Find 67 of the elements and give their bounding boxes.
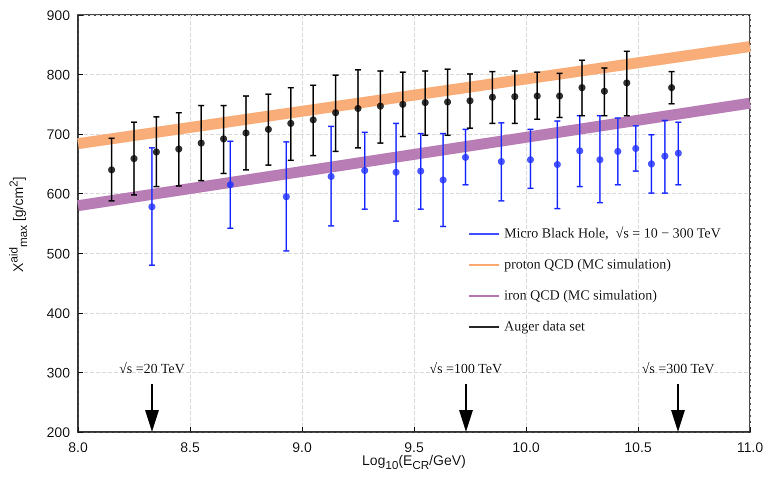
point [488, 94, 496, 101]
point [361, 166, 368, 174]
x-tick-label: 8.5 [180, 439, 200, 455]
annotation: √s =100 TeV [429, 362, 502, 378]
point [668, 84, 676, 92]
x-tick-label: 8.0 [68, 439, 88, 455]
point [392, 168, 400, 176]
point [264, 126, 272, 133]
y-tick-label: 400 [46, 304, 70, 321]
point [526, 156, 534, 164]
point [148, 203, 156, 210]
point [444, 98, 452, 106]
annotation: √s =300 TeV [642, 362, 714, 378]
point [462, 154, 470, 161]
point [422, 99, 429, 106]
point [328, 172, 335, 180]
point [614, 148, 622, 155]
point [674, 150, 682, 157]
x-tick-label: 10.0 [512, 439, 540, 455]
point [600, 88, 608, 95]
y-tick-label: 700 [46, 126, 70, 142]
point [354, 105, 362, 112]
point [376, 102, 384, 110]
y-tick-label: 200 [46, 424, 70, 440]
legend-label: Micro Black Hole, √s = 10 − 300 TeV [504, 226, 721, 242]
legend-label: iron QCD (MC simulation) [504, 288, 658, 304]
point [440, 176, 447, 184]
point [556, 92, 564, 100]
y-tick-label: 800 [46, 66, 70, 83]
point [466, 97, 474, 104]
point [220, 135, 228, 142]
point [596, 156, 604, 164]
legend-label: proton QCD (MC simulation) [504, 258, 672, 272]
y-tick-label: 300 [46, 364, 70, 380]
point [226, 181, 234, 188]
legend-label: Auger data set [504, 320, 586, 334]
x-tick-label: 9.0 [292, 439, 312, 455]
point [242, 129, 250, 136]
point [511, 93, 518, 100]
point [310, 116, 317, 124]
x-tick-label: 10.5 [624, 439, 652, 455]
annotation: √s =20 TeV [119, 362, 185, 378]
point [152, 148, 160, 156]
point [287, 120, 294, 127]
point [282, 193, 290, 200]
point [108, 166, 116, 174]
point [498, 158, 505, 166]
point [417, 168, 424, 175]
x-tick-label: 9.5 [404, 439, 424, 455]
point [175, 146, 182, 153]
x-axis-title: Log$_{10}$(E$_{CR}$/GeV) [362, 452, 466, 472]
point [534, 92, 541, 100]
point [648, 160, 655, 168]
point [332, 109, 340, 116]
point [632, 144, 640, 152]
y-tick-label: 600 [46, 186, 70, 202]
point [576, 147, 584, 154]
x-tick-label: 11.0 [736, 439, 764, 455]
point [623, 79, 630, 86]
y-tick-label: 900 [46, 7, 70, 23]
point [554, 161, 561, 168]
point [399, 100, 406, 108]
point [198, 140, 205, 147]
point [130, 155, 138, 162]
point [661, 152, 668, 160]
point [578, 84, 586, 92]
y-tick-label: 500 [46, 245, 70, 262]
